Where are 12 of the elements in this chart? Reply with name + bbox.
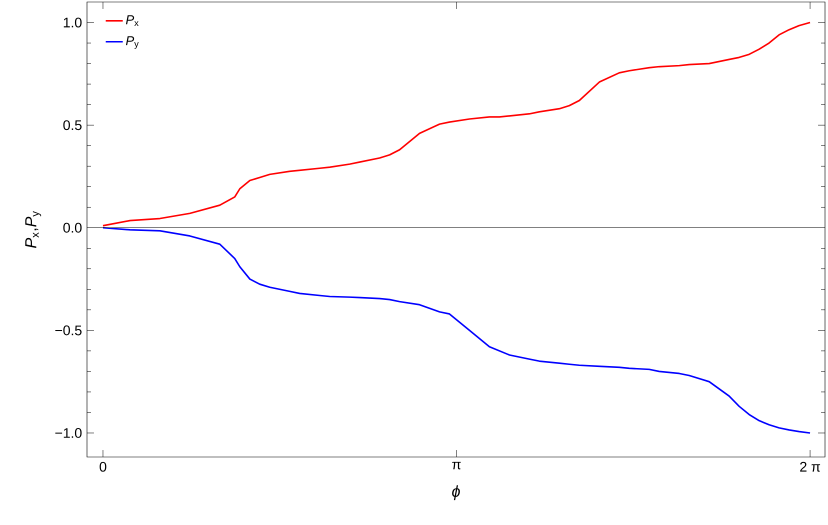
y-tick-label: 0.0 xyxy=(63,222,82,233)
x-tick-label: 2 π xyxy=(800,462,820,472)
legend-label: P$_{y}$ xyxy=(126,36,139,49)
y-axis-title: P$_{x}$,P$_{y}$ xyxy=(25,211,42,248)
y-tick-label: −1.0 xyxy=(55,428,82,438)
x-tick-label: 0 xyxy=(100,462,106,472)
x-axis-title: ϕ xyxy=(452,485,460,500)
y-tick-label: 0.5 xyxy=(63,120,82,130)
legend-label: P$_{x}$ xyxy=(126,15,139,26)
y-tick-label: 1.0 xyxy=(64,18,82,28)
y-tick-label: −0.5 xyxy=(55,325,82,336)
x-tick-label: π xyxy=(452,462,461,470)
